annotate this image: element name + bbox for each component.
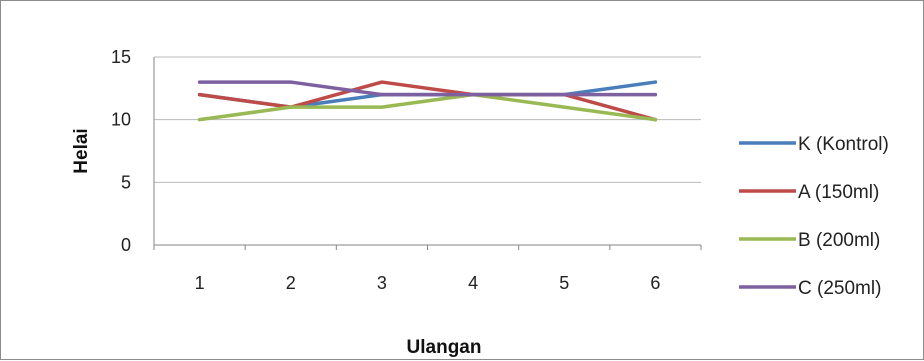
x-tick-label: 4 [468, 273, 478, 293]
series-line-1 [197, 80, 658, 122]
y-axis-title: Helai [71, 128, 92, 173]
y-tick-label: 10 [111, 110, 131, 130]
data-point [380, 93, 384, 97]
data-point [562, 105, 566, 109]
x-axis-title: Ulangan [407, 337, 482, 358]
x-tick-label: 2 [286, 273, 296, 293]
data-point [653, 118, 658, 122]
data-point [380, 80, 384, 84]
gridlines [153, 56, 702, 250]
data-point [653, 80, 658, 84]
data-point [289, 105, 293, 109]
data-point [197, 118, 202, 122]
x-tick-label: 1 [195, 273, 205, 293]
series-line-2 [197, 92, 658, 122]
y-tick-label: 0 [121, 235, 131, 255]
data-point [562, 93, 566, 97]
series-line-3 [197, 80, 658, 97]
legend-label: A (150ml) [798, 182, 879, 203]
y-tick-label: 5 [121, 172, 131, 192]
x-tick-label: 5 [559, 273, 569, 293]
x-tick-labels: 1 2 3 4 5 6 [195, 273, 661, 293]
legend-label: B (200ml) [798, 230, 880, 251]
y-tick-label: 15 [111, 47, 131, 67]
y-tick-labels: 0 5 10 15 [111, 47, 131, 255]
data-point [197, 93, 202, 97]
legend: K (Kontrol) A (150ml) B (200ml) C (250ml) [739, 134, 889, 299]
data-point [380, 105, 384, 109]
data-point [653, 93, 658, 97]
x-tick-label: 6 [650, 273, 660, 293]
series-lines [197, 80, 658, 122]
legend-label: C (250ml) [798, 278, 881, 299]
legend-label: K (Kontrol) [798, 134, 889, 155]
x-tick-label: 3 [377, 273, 387, 293]
data-point [289, 80, 293, 84]
data-point [197, 80, 202, 84]
data-point [471, 93, 475, 97]
